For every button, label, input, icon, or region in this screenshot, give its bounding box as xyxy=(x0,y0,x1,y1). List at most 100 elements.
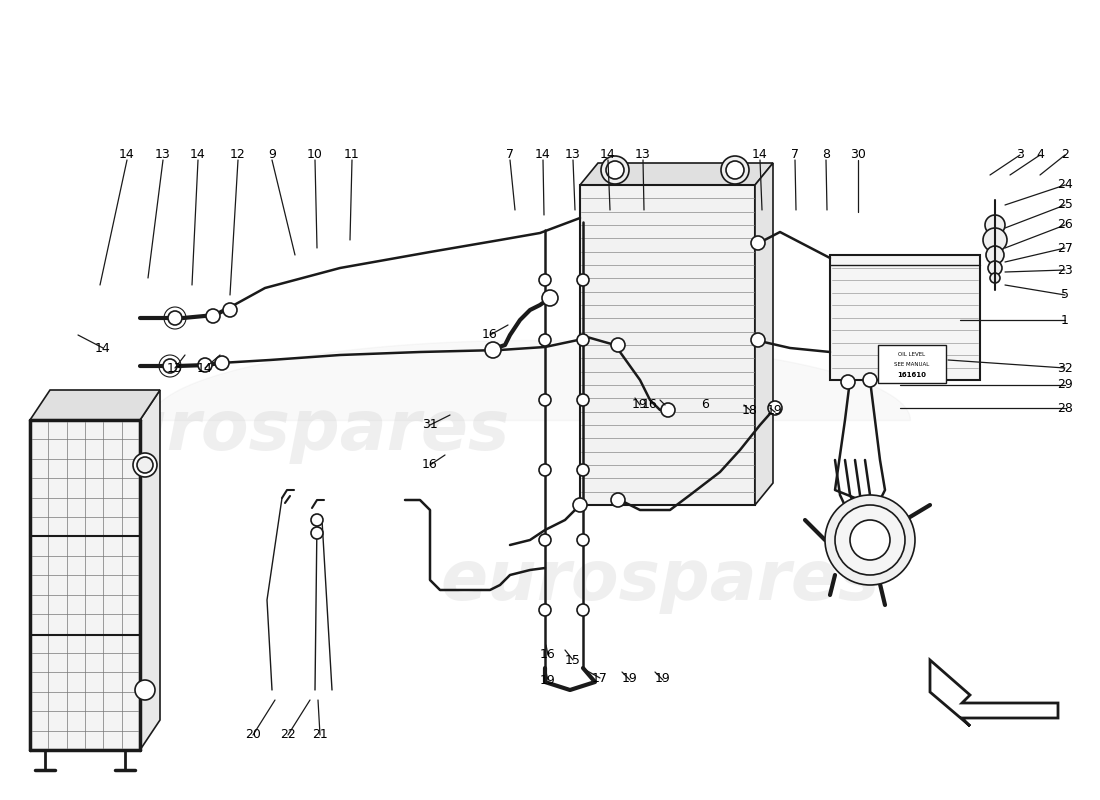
Text: 10: 10 xyxy=(307,149,323,162)
Circle shape xyxy=(223,303,236,317)
Text: 13: 13 xyxy=(167,362,183,374)
Text: 11: 11 xyxy=(344,149,360,162)
Text: SEE MANUAL: SEE MANUAL xyxy=(894,362,930,367)
Circle shape xyxy=(168,311,182,325)
Text: 19: 19 xyxy=(767,403,783,417)
Polygon shape xyxy=(930,660,1058,726)
Circle shape xyxy=(133,453,157,477)
Text: 19: 19 xyxy=(632,398,648,411)
Text: 6: 6 xyxy=(701,398,708,411)
Text: 16: 16 xyxy=(422,458,438,471)
Text: 30: 30 xyxy=(850,149,866,162)
Circle shape xyxy=(720,156,749,184)
Circle shape xyxy=(311,527,323,539)
Circle shape xyxy=(986,246,1004,264)
Text: 8: 8 xyxy=(822,149,830,162)
Text: 22: 22 xyxy=(280,729,296,742)
Text: 20: 20 xyxy=(245,729,261,742)
Text: eurospares: eurospares xyxy=(440,546,880,614)
Circle shape xyxy=(990,273,1000,283)
Text: 14: 14 xyxy=(119,149,135,162)
Circle shape xyxy=(835,505,905,575)
Polygon shape xyxy=(140,390,159,750)
Text: 14: 14 xyxy=(601,149,616,162)
Text: 13: 13 xyxy=(155,149,170,162)
Circle shape xyxy=(214,356,229,370)
Circle shape xyxy=(988,261,1002,275)
Text: 5: 5 xyxy=(1062,289,1069,302)
Circle shape xyxy=(578,464,588,476)
Text: 27: 27 xyxy=(1057,242,1072,254)
Text: 3: 3 xyxy=(1016,149,1024,162)
Circle shape xyxy=(842,375,855,389)
Text: 7: 7 xyxy=(791,149,799,162)
Circle shape xyxy=(539,394,551,406)
Circle shape xyxy=(539,604,551,616)
Text: 14: 14 xyxy=(197,362,213,374)
Circle shape xyxy=(825,495,915,585)
Circle shape xyxy=(578,334,588,346)
Circle shape xyxy=(539,534,551,546)
Text: 19: 19 xyxy=(656,671,671,685)
Text: 13: 13 xyxy=(565,149,581,162)
Circle shape xyxy=(610,338,625,352)
Text: 9: 9 xyxy=(268,149,276,162)
Circle shape xyxy=(610,493,625,507)
Text: 28: 28 xyxy=(1057,402,1072,414)
Text: 23: 23 xyxy=(1057,263,1072,277)
Text: 31: 31 xyxy=(422,418,438,431)
Circle shape xyxy=(578,274,588,286)
Text: 13: 13 xyxy=(635,149,651,162)
Text: 25: 25 xyxy=(1057,198,1072,211)
Bar xyxy=(830,255,980,380)
Text: 19: 19 xyxy=(540,674,556,686)
Circle shape xyxy=(578,604,588,616)
Circle shape xyxy=(751,236,764,250)
Circle shape xyxy=(726,161,744,179)
Circle shape xyxy=(198,358,212,372)
Bar xyxy=(30,420,140,750)
Text: 16: 16 xyxy=(642,398,658,411)
Text: 14: 14 xyxy=(95,342,111,354)
Bar xyxy=(878,345,946,383)
Text: OIL LEVEL: OIL LEVEL xyxy=(899,353,925,358)
Text: 15: 15 xyxy=(565,654,581,666)
Circle shape xyxy=(485,342,501,358)
Text: 7: 7 xyxy=(506,149,514,162)
Text: 161610: 161610 xyxy=(898,372,926,378)
Circle shape xyxy=(539,274,551,286)
Text: 14: 14 xyxy=(190,149,206,162)
Circle shape xyxy=(578,394,588,406)
Circle shape xyxy=(850,520,890,560)
Circle shape xyxy=(539,464,551,476)
Circle shape xyxy=(601,156,629,184)
Text: 16: 16 xyxy=(482,329,498,342)
Text: 26: 26 xyxy=(1057,218,1072,231)
Text: 17: 17 xyxy=(592,671,608,685)
Bar xyxy=(580,185,755,505)
Polygon shape xyxy=(580,163,773,185)
Text: 14: 14 xyxy=(535,149,551,162)
Text: eurospares: eurospares xyxy=(70,397,509,463)
Circle shape xyxy=(163,359,177,373)
Circle shape xyxy=(542,290,558,306)
Circle shape xyxy=(578,534,588,546)
Text: 1: 1 xyxy=(1062,314,1069,326)
Circle shape xyxy=(135,680,155,700)
Text: 21: 21 xyxy=(312,729,328,742)
Text: 24: 24 xyxy=(1057,178,1072,191)
Circle shape xyxy=(751,333,764,347)
Text: 19: 19 xyxy=(623,671,638,685)
Text: 14: 14 xyxy=(752,149,768,162)
Circle shape xyxy=(984,215,1005,235)
Circle shape xyxy=(983,228,1006,252)
Text: 18: 18 xyxy=(742,403,758,417)
Text: 32: 32 xyxy=(1057,362,1072,374)
Circle shape xyxy=(661,403,675,417)
Polygon shape xyxy=(755,163,773,505)
Text: 12: 12 xyxy=(230,149,246,162)
Text: 2: 2 xyxy=(1062,149,1069,162)
Circle shape xyxy=(573,498,587,512)
Polygon shape xyxy=(30,390,159,420)
Circle shape xyxy=(138,457,153,473)
